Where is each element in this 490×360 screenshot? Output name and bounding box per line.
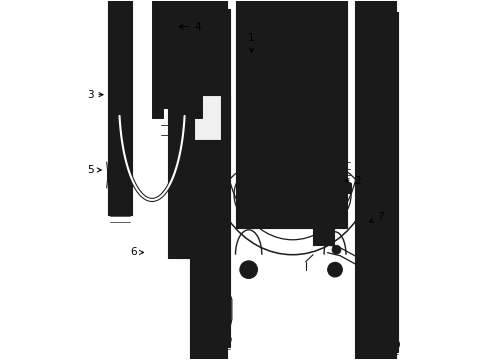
Text: 7: 7 bbox=[369, 212, 384, 222]
Bar bbox=[161, 0, 187, 55]
Bar bbox=[107, 169, 119, 181]
Bar bbox=[190, 0, 227, 360]
Bar bbox=[236, 0, 262, 228]
Text: 6: 6 bbox=[130, 247, 144, 257]
Bar bbox=[108, 0, 131, 215]
Circle shape bbox=[199, 36, 213, 49]
Bar bbox=[341, 183, 351, 193]
Bar bbox=[161, 0, 190, 108]
Circle shape bbox=[240, 261, 257, 278]
Circle shape bbox=[220, 333, 231, 345]
Text: 3: 3 bbox=[87, 90, 103, 100]
Text: 4: 4 bbox=[179, 22, 201, 32]
Circle shape bbox=[332, 245, 341, 254]
Bar bbox=[364, 0, 396, 360]
Circle shape bbox=[388, 338, 399, 350]
Text: 5: 5 bbox=[87, 165, 101, 175]
Circle shape bbox=[255, 215, 264, 224]
Circle shape bbox=[202, 39, 210, 46]
Text: 2: 2 bbox=[345, 176, 361, 186]
Bar bbox=[355, 0, 392, 360]
Text: 1: 1 bbox=[248, 33, 255, 53]
Circle shape bbox=[325, 215, 334, 224]
Bar bbox=[152, 0, 163, 118]
Bar bbox=[313, 0, 334, 245]
Polygon shape bbox=[194, 95, 230, 140]
Bar bbox=[248, 0, 337, 228]
Bar bbox=[389, 12, 398, 352]
Circle shape bbox=[328, 262, 343, 277]
Bar bbox=[322, 0, 347, 228]
Bar bbox=[189, 0, 202, 118]
Bar bbox=[221, 9, 230, 347]
Bar bbox=[168, 0, 192, 258]
